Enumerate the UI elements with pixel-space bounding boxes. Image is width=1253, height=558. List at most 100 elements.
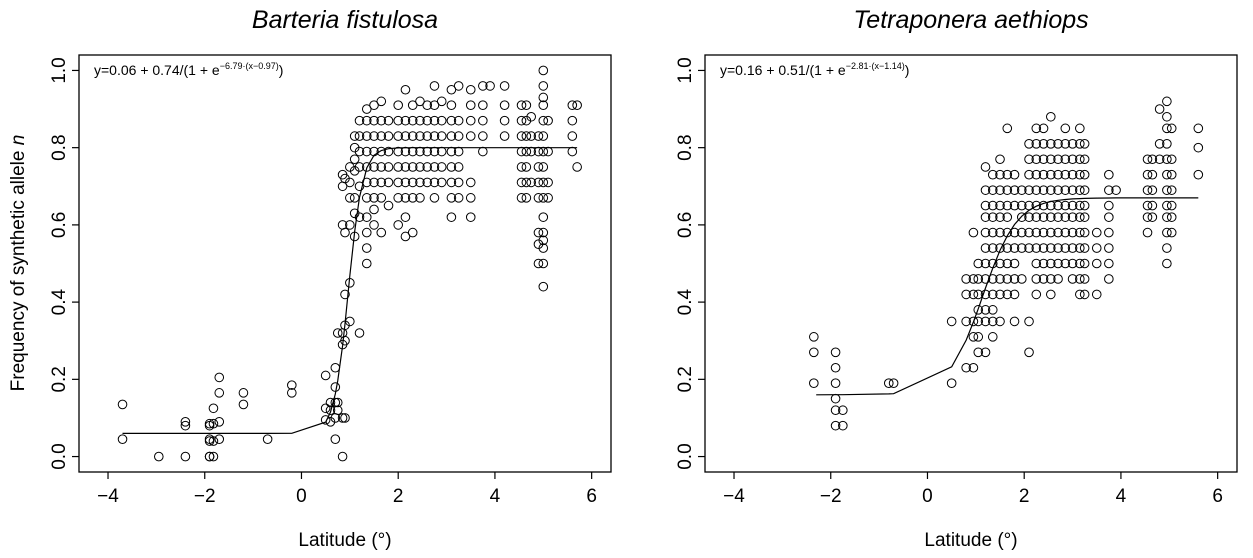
data-point	[1079, 243, 1090, 253]
data-point	[478, 146, 488, 157]
data-point	[1075, 200, 1085, 211]
data-point	[415, 131, 425, 141]
data-point	[995, 243, 1005, 253]
data-point	[533, 177, 544, 188]
data-point	[987, 243, 998, 253]
data-point	[1046, 243, 1056, 253]
data-points	[117, 65, 582, 462]
data-point	[429, 193, 440, 203]
data-point	[330, 362, 341, 373]
data-point	[980, 212, 991, 222]
data-point	[883, 378, 894, 388]
data-point	[453, 177, 464, 188]
data-point	[1031, 169, 1042, 180]
data-point	[572, 100, 582, 110]
data-point	[400, 231, 411, 242]
data-point	[995, 200, 1005, 211]
data-point	[946, 316, 957, 327]
data-point	[538, 131, 549, 141]
data-point	[465, 115, 476, 126]
data-point	[208, 418, 219, 429]
data-point	[1031, 212, 1042, 222]
data-point	[340, 335, 350, 346]
data-point	[995, 227, 1005, 238]
data-point	[521, 100, 532, 110]
data-point	[1079, 274, 1090, 284]
data-point	[973, 347, 984, 358]
data-point	[1046, 212, 1056, 222]
data-point	[1142, 227, 1153, 238]
data-point	[400, 212, 411, 222]
data-point	[453, 81, 464, 91]
data-point	[1166, 169, 1177, 180]
data-point	[1038, 154, 1049, 165]
data-point	[446, 100, 457, 110]
data-point	[1046, 139, 1056, 149]
data-point	[830, 362, 841, 373]
y-tick-label: 0.0	[49, 443, 70, 469]
data-point	[436, 177, 447, 188]
data-point	[1038, 185, 1049, 195]
data-point	[214, 434, 225, 444]
data-point	[429, 100, 440, 110]
data-point	[1009, 316, 1020, 327]
data-point	[1038, 258, 1049, 269]
data-point	[961, 362, 971, 373]
data-point	[567, 100, 578, 110]
data-point	[987, 200, 998, 211]
data-point	[968, 316, 979, 327]
data-point	[354, 181, 365, 192]
data-point	[543, 115, 553, 126]
data-point	[1009, 258, 1020, 269]
fit-equation: y=0.16 + 0.51/(1 + e−2.81·(x−1.14))	[720, 61, 909, 78]
data-point	[1031, 258, 1042, 269]
data-point	[393, 131, 404, 141]
data-point	[478, 81, 488, 91]
data-point	[987, 227, 998, 238]
data-point	[1016, 274, 1027, 284]
data-point	[1031, 139, 1042, 149]
data-point	[516, 146, 527, 157]
x-tick-label: 2	[393, 486, 404, 507]
data-point	[538, 243, 549, 253]
data-point	[354, 115, 365, 126]
x-tick-label: 2	[1019, 486, 1030, 507]
data-point	[287, 388, 297, 398]
data-point	[1031, 289, 1042, 300]
data-point	[1162, 200, 1172, 211]
data-point	[1024, 169, 1034, 180]
data-point	[1075, 139, 1085, 149]
data-point	[361, 131, 372, 141]
data-point	[968, 289, 979, 300]
data-point	[320, 370, 331, 381]
data-point	[980, 347, 991, 358]
data-point	[1053, 212, 1063, 222]
data-point	[446, 115, 457, 126]
data-point	[1060, 258, 1071, 269]
data-point	[809, 332, 819, 342]
data-point	[1002, 185, 1013, 195]
data-point	[478, 115, 488, 126]
data-point	[1162, 212, 1172, 222]
data-point	[325, 405, 336, 416]
data-point	[980, 316, 991, 327]
data-point	[354, 212, 365, 222]
y-tick-label: 0.0	[675, 443, 696, 469]
data-point	[1162, 243, 1172, 253]
data-point	[1075, 169, 1085, 180]
data-point	[446, 162, 457, 172]
data-point	[1031, 200, 1042, 211]
data-point	[1038, 123, 1049, 134]
data-point	[415, 193, 425, 203]
data-point	[1002, 200, 1013, 211]
data-point	[1091, 227, 1102, 238]
x-tick-label: 4	[1116, 486, 1127, 507]
data-point	[208, 451, 219, 462]
data-point	[429, 115, 440, 126]
data-point	[1053, 227, 1063, 238]
y-tick-label: 1.0	[675, 57, 696, 83]
data-point	[369, 177, 379, 188]
data-point	[980, 274, 991, 284]
data-point	[1046, 227, 1056, 238]
equation-prefix: y=0.16 + 0.51/(1 + e	[720, 62, 846, 78]
